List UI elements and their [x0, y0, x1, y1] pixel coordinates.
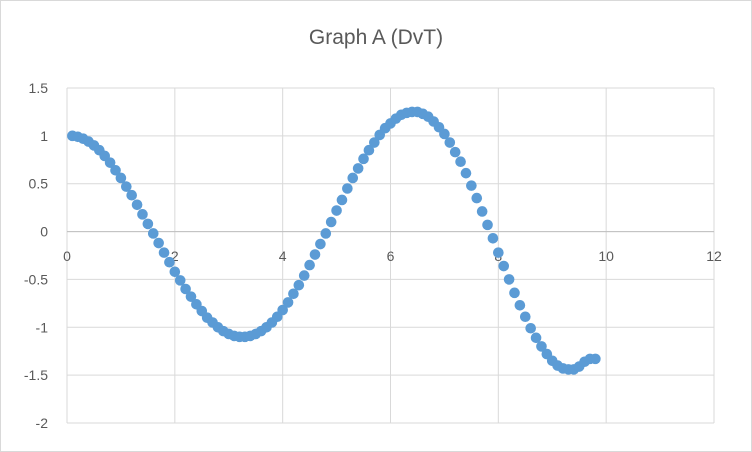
x-tick-label: 6 — [387, 248, 395, 264]
data-point — [352, 163, 364, 174]
data-point — [460, 167, 472, 179]
y-tick-label: -1 — [36, 319, 49, 335]
data-point — [347, 172, 359, 184]
data-point — [487, 232, 499, 244]
data-point — [293, 279, 305, 291]
data-point — [126, 189, 137, 201]
data-point — [509, 287, 520, 299]
data-point — [180, 283, 191, 295]
y-tick-label: 1 — [40, 128, 48, 144]
data-point — [476, 206, 488, 217]
data-point — [444, 137, 456, 148]
data-point — [439, 128, 450, 140]
x-tick-label: 10 — [598, 248, 614, 264]
data-point — [158, 247, 170, 258]
data-point — [498, 260, 510, 272]
data-point — [449, 146, 461, 158]
data-point — [110, 165, 121, 176]
data-point — [590, 353, 601, 365]
y-tick-label: -2 — [36, 415, 49, 431]
data-point — [363, 144, 375, 156]
data-point — [514, 299, 526, 311]
data-point — [169, 266, 181, 278]
data-point — [369, 137, 380, 148]
y-tick-label: -0.5 — [24, 271, 48, 287]
data-point — [164, 256, 175, 268]
x-tick-label: 4 — [279, 248, 287, 264]
data-point — [519, 311, 531, 323]
data-point — [525, 322, 536, 334]
data-point — [298, 270, 310, 281]
x-tick-label: 2 — [171, 248, 179, 264]
data-point — [277, 304, 288, 316]
data-point — [342, 183, 353, 194]
data-point — [536, 341, 547, 352]
data-point — [121, 181, 132, 192]
data-point — [466, 180, 477, 191]
data-point — [137, 209, 148, 220]
data-point — [471, 192, 483, 204]
data-point — [503, 274, 515, 285]
y-tick-label: -1.5 — [24, 367, 48, 383]
data-point — [288, 288, 299, 300]
data-point — [131, 199, 143, 211]
y-tick-label: 0 — [40, 224, 48, 240]
x-tick-label: 0 — [63, 248, 71, 264]
data-point — [530, 332, 542, 344]
data-point — [336, 194, 348, 206]
data-point — [104, 157, 116, 168]
data-point — [493, 247, 504, 258]
data-point — [142, 218, 154, 230]
data-point — [147, 228, 159, 239]
x-tick-label: 12 — [706, 248, 722, 264]
data-point — [304, 259, 315, 271]
data-point — [153, 237, 164, 249]
data-point — [185, 291, 197, 302]
y-tick-label: 0.5 — [29, 176, 49, 192]
data-point — [320, 228, 332, 239]
data-point — [455, 156, 466, 167]
data-point — [115, 172, 127, 184]
chart-title: Graph A (DvT) — [308, 26, 444, 49]
y-tick-label: 1.5 — [29, 80, 49, 96]
data-point — [331, 205, 342, 216]
data-point — [315, 238, 326, 250]
data-point — [358, 153, 369, 165]
data-point — [482, 219, 493, 231]
data-point — [282, 297, 294, 308]
data-point — [309, 249, 321, 260]
data-point — [325, 216, 337, 228]
data-point — [174, 275, 186, 286]
